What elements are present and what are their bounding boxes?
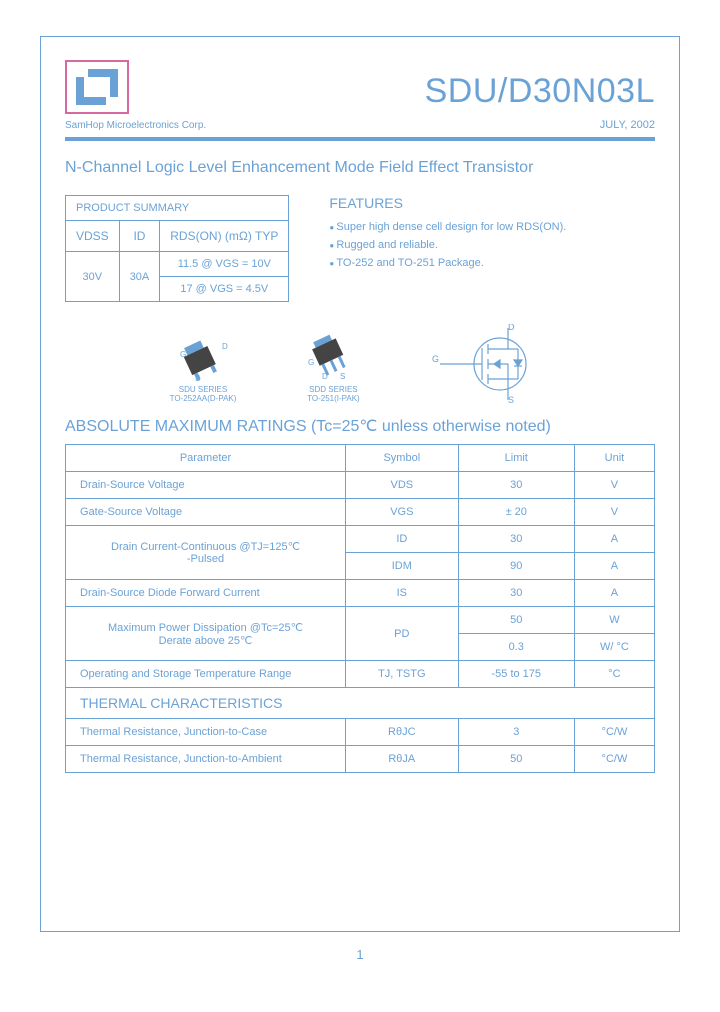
dpak-icon: G S D: [176, 335, 230, 381]
subtitle: N-Channel Logic Level Enhancement Mode F…: [65, 159, 655, 177]
pin-g: G: [432, 354, 439, 364]
ipak-icon: G D S: [306, 331, 360, 381]
col-id: ID: [119, 221, 160, 252]
pkg1-line1: SDU SERIES: [179, 385, 227, 394]
page-number: 1: [0, 947, 720, 962]
col-vdss: VDSS: [66, 221, 120, 252]
features-title: FEATURES: [329, 195, 655, 211]
svg-text:S: S: [340, 372, 345, 381]
table-row: Thermal Resistance, Junction-to-Ambient …: [66, 746, 655, 773]
feature-item: Rugged and reliable.: [329, 239, 655, 251]
svg-text:S: S: [195, 374, 200, 381]
table-row: Drain Current-Continuous @TJ=125℃ -Pulse…: [66, 526, 655, 553]
doc-date: JULY, 2002: [425, 119, 655, 131]
table-row: Maximum Power Dissipation @Tc=25℃ Derate…: [66, 607, 655, 634]
th-limit: Limit: [458, 445, 574, 472]
cell-id: 30A: [119, 252, 160, 302]
feature-item: Super high dense cell design for low RDS…: [329, 221, 655, 233]
cell-rds2: 17 @ VGS = 4.5V: [160, 277, 289, 302]
mosfet-schematic: D G S: [430, 324, 550, 404]
product-summary-table: PRODUCT SUMMARY VDSS ID RDS(ON) (mΩ) TYP…: [65, 195, 289, 302]
pkg1-line2: TO-252AA(D-PAK): [170, 394, 237, 403]
company-logo: [65, 60, 129, 114]
pin-d: D: [508, 324, 515, 332]
table-row: Operating and Storage Temperature Range …: [66, 661, 655, 688]
summary-row: PRODUCT SUMMARY VDSS ID RDS(ON) (mΩ) TYP…: [65, 195, 655, 302]
package-ipak: G D S SDD SERIESTO-251(I-PAK): [306, 331, 360, 404]
ratings-title: ABSOLUTE MAXIMUM RATINGS (Tc=25℃ unless …: [65, 416, 655, 436]
svg-text:G: G: [180, 350, 186, 359]
package-dpak: G S D SDU SERIESTO-252AA(D-PAK): [170, 335, 237, 404]
logo-block: SamHop Microelectronics Corp.: [65, 60, 206, 131]
page-content: SamHop Microelectronics Corp. SDU/D30N03…: [65, 60, 655, 773]
packages-row: G S D SDU SERIESTO-252AA(D-PAK) G D S SD…: [65, 324, 655, 404]
cell-rds1: 11.5 @ VGS = 10V: [160, 252, 289, 277]
svg-text:D: D: [322, 372, 328, 381]
th-param: Parameter: [66, 445, 346, 472]
table-row: Drain-Source Diode Forward Current IS 30…: [66, 580, 655, 607]
table-row: Gate-Source Voltage VGS ± 20 V: [66, 499, 655, 526]
thermal-header: THERMAL CHARACTERISTICS: [66, 688, 655, 719]
table-row: Drain-Source Voltage VDS 30 V: [66, 472, 655, 499]
table-row: Thermal Resistance, Junction-to-Case RθJ…: [66, 719, 655, 746]
title-block: SDU/D30N03L JULY, 2002: [425, 72, 655, 131]
feature-item: TO-252 and TO-251 Package.: [329, 257, 655, 269]
th-symbol: Symbol: [346, 445, 459, 472]
svg-text:D: D: [222, 342, 228, 351]
product-summary-title: PRODUCT SUMMARY: [66, 196, 289, 221]
product-summary-block: PRODUCT SUMMARY VDSS ID RDS(ON) (mΩ) TYP…: [65, 195, 289, 302]
pkg2-line1: SDD SERIES: [309, 385, 357, 394]
col-rds: RDS(ON) (mΩ) TYP: [160, 221, 289, 252]
pkg2-line2: TO-251(I-PAK): [307, 394, 360, 403]
features-block: FEATURES Super high dense cell design fo…: [329, 195, 655, 275]
cell-vdss: 30V: [66, 252, 120, 302]
pin-s: S: [508, 395, 514, 404]
header: SamHop Microelectronics Corp. SDU/D30N03…: [65, 60, 655, 141]
mosfet-icon: D G S: [430, 324, 550, 404]
company-name: SamHop Microelectronics Corp.: [65, 120, 206, 131]
ratings-table: Parameter Symbol Limit Unit Drain-Source…: [65, 444, 655, 773]
part-number: SDU/D30N03L: [425, 72, 655, 111]
svg-text:G: G: [308, 358, 314, 367]
th-unit: Unit: [574, 445, 654, 472]
